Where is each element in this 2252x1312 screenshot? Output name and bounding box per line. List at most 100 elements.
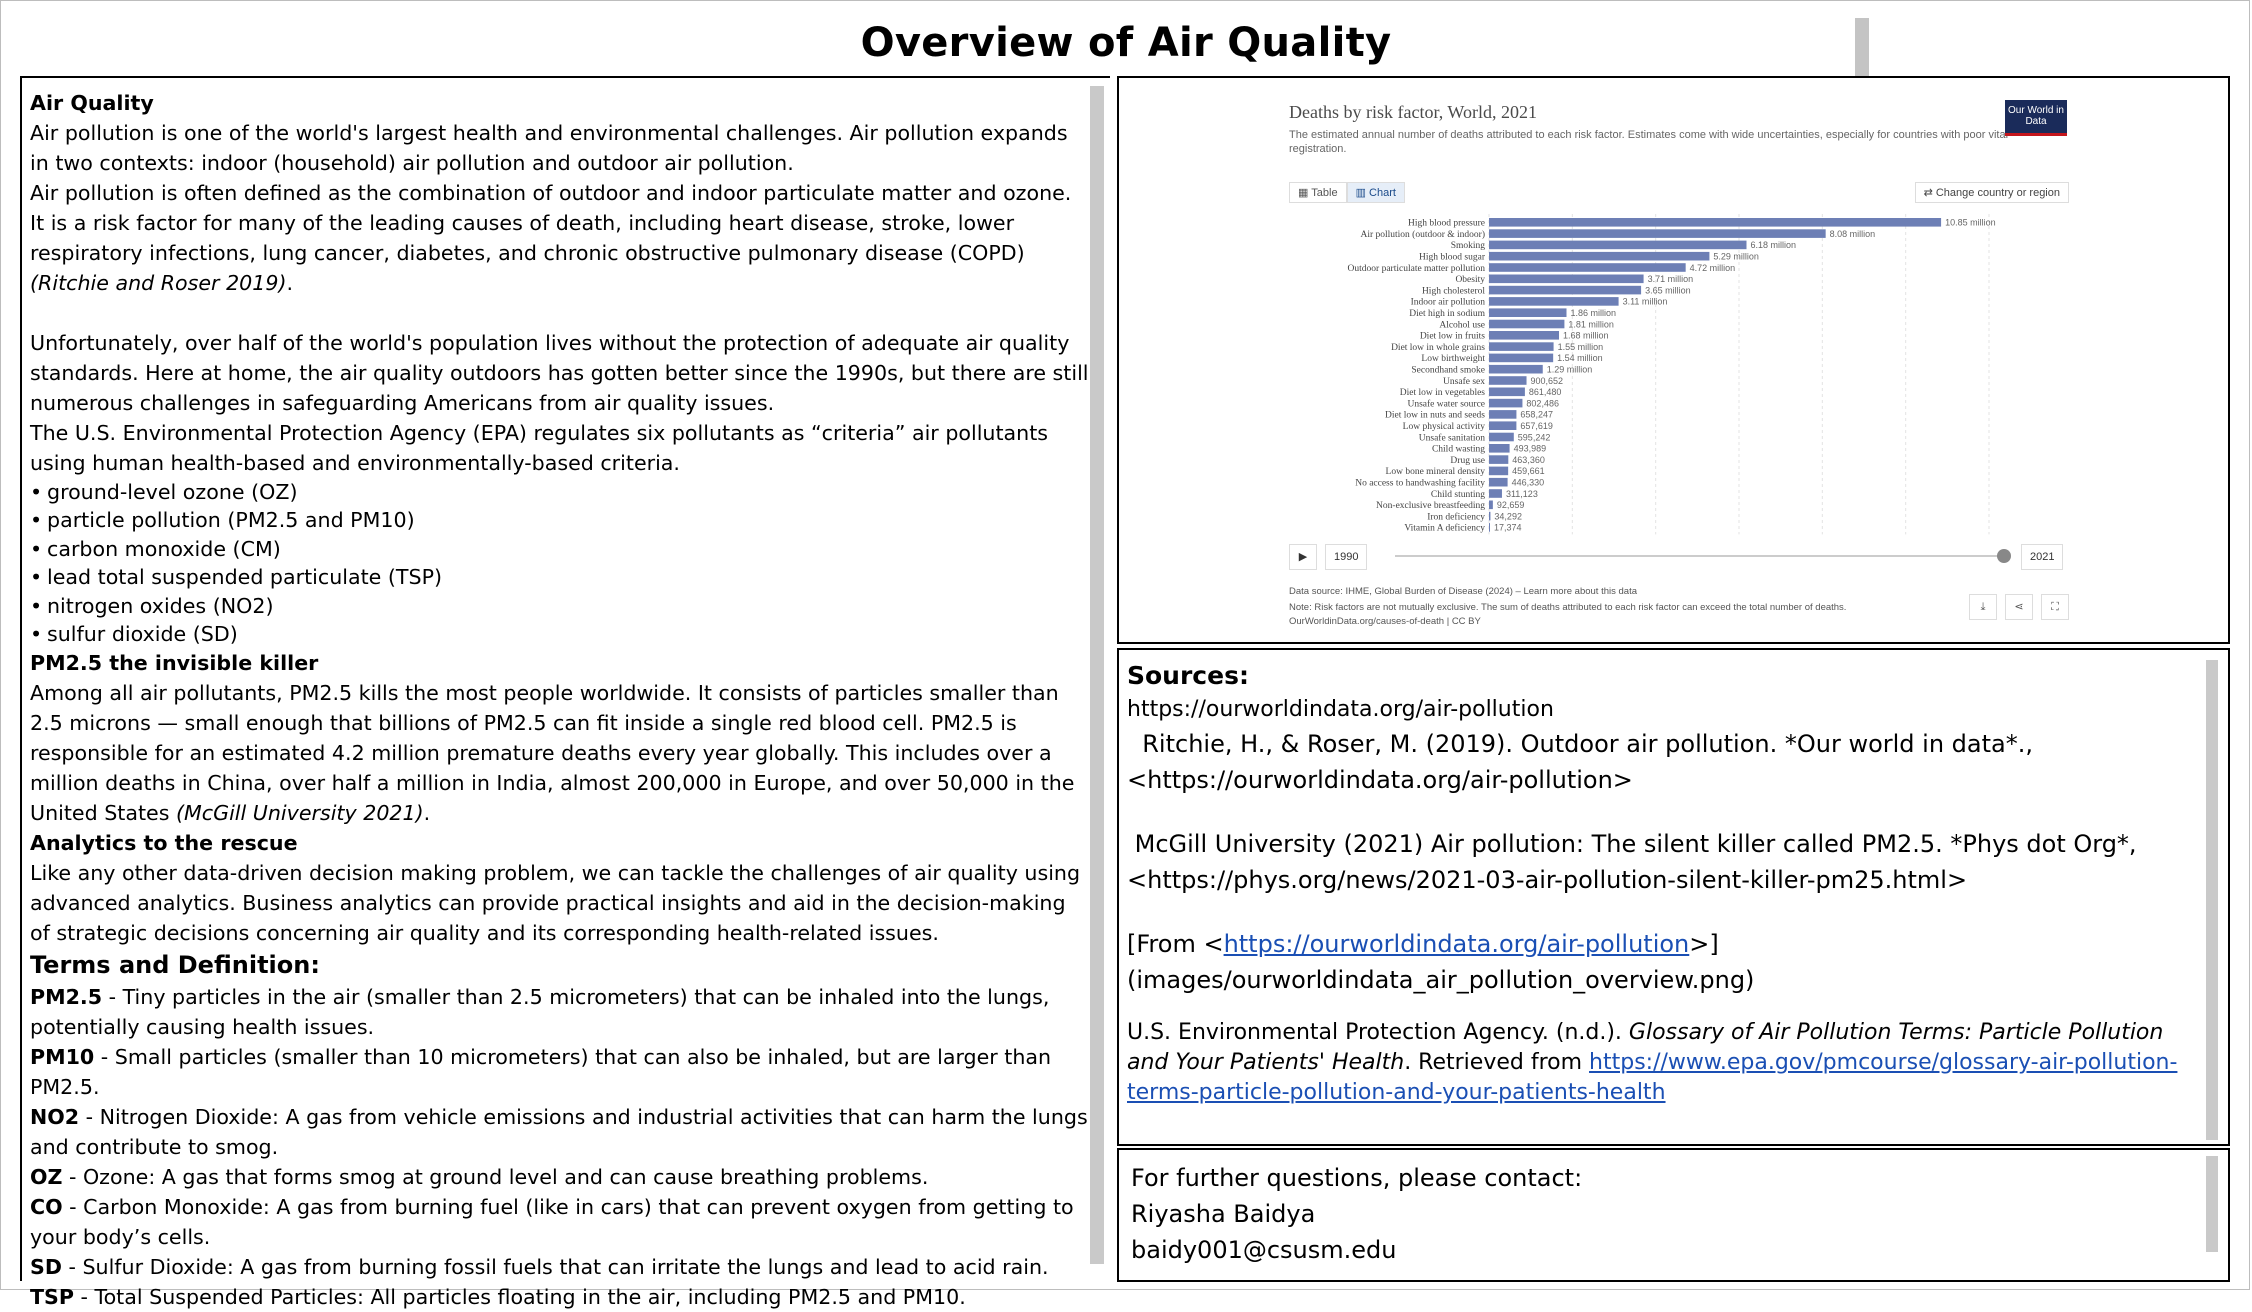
timeline-track[interactable] [1395,555,2005,557]
bar-category-label: Unsafe water source [1407,398,1485,409]
contact-email[interactable]: baidy001@csusm.edu [1131,1236,1397,1264]
bar[interactable] [1489,410,1517,419]
bar-category-label: Unsafe sanitation [1419,432,1485,443]
paragraph-standards: Unfortunately, over half of the world's … [30,331,1089,415]
timeline-start-year[interactable]: 1990 [1325,544,1368,570]
bar[interactable] [1489,466,1509,476]
term-definition: PM2.5 - Tiny particles in the air (small… [30,982,1090,1042]
title-scrollbar[interactable] [1855,18,1869,84]
bar-value-label: 493,989 [1514,444,1547,454]
bar-category-label: Low bone mineral density [1386,467,1486,477]
pollutant-label: sulfur dioxide (SD) [47,622,238,647]
term-definition: SD - Sulfur Dioxide: A gas from burning … [30,1252,1090,1282]
bar[interactable] [1489,331,1559,340]
bar[interactable] [1489,477,1508,487]
bar[interactable] [1489,376,1527,385]
owid-link[interactable]: https://ourworldindata.org/air-pollution [1223,930,1690,958]
bar[interactable] [1489,398,1523,408]
chart-image-panel: Deaths by risk factor, World, 2021 The e… [1117,76,2230,644]
bar[interactable] [1489,489,1502,498]
timeline-end-year[interactable]: 2021 [2021,544,2064,570]
pollutant-label: nitrogen oxides (NO2) [47,593,274,618]
share-icon[interactable]: ⋖ [2005,594,2033,620]
bar[interactable] [1489,432,1514,442]
bar-chart: High blood pressure 10.85 million Air poll… [1348,214,1996,535]
tab-chart-label: Chart [1369,187,1396,199]
change-country-button[interactable]: ⇄ Change country or region [1914,182,2069,203]
reference-mcgill-line1: McGill University (2021) Air pollution: … [1127,830,2137,858]
bar-category-label: Diet low in whole grains [1391,343,1485,353]
image-path: (images/ourworldindata_air_pollution_ove… [1127,966,1755,994]
pollutant-label: ground-level ozone (OZ) [47,480,298,504]
owid-chart: Deaths by risk factor, World, 2021 The e… [1289,92,2069,632]
bar-category-label: Air pollution (outdoor & indoor) [1360,229,1485,240]
bar-category-label: Smoking [1451,241,1486,251]
bar[interactable] [1489,364,1543,374]
pollutant-item: • nitrogen oxides (NO2) [30,592,1090,620]
bar[interactable] [1489,353,1554,363]
bar-category-label: High cholesterol [1422,286,1485,296]
bar-value-label: 463,360 [1512,455,1545,465]
air-quality-text-content: Air Quality Air pollution is one of the … [30,88,1090,1312]
bar[interactable] [1489,263,1686,272]
bar-value-label: 311,123 [1506,489,1538,499]
bar[interactable] [1489,387,1525,397]
bar[interactable] [1489,285,1642,295]
bar[interactable] [1489,251,1710,261]
bar-category-label: Alcohol use [1439,320,1485,330]
term-name: SD [30,1255,62,1280]
bar-category-label: Child wasting [1432,445,1485,455]
bar[interactable] [1489,523,1490,532]
bar[interactable] [1489,218,1942,227]
bar[interactable] [1489,308,1567,317]
bar-value-label: 1.86 million [1571,308,1617,318]
bar-value-label: 446,330 [1512,478,1545,488]
bar[interactable] [1489,297,1619,306]
heading-pm25: PM2.5 the invisible killer [30,651,319,676]
bullet-icon: • [30,508,43,533]
bar[interactable] [1489,511,1491,521]
download-icon[interactable]: ⤓ [1969,594,1997,620]
bar-value-label: 92,659 [1497,500,1525,510]
contact-name: Riyasha Baidya [1131,1200,1316,1228]
bar[interactable] [1489,500,1493,510]
bar-value-label: 900,652 [1531,376,1564,386]
term-name: PM2.5 [30,985,103,1010]
tab-chart[interactable]: ▥ Chart [1346,182,1405,203]
bar[interactable] [1489,229,1826,238]
bar[interactable] [1489,240,1747,250]
sources-heading: Sources: [1127,661,1249,690]
bar[interactable] [1489,421,1517,430]
contact-scrollbar[interactable] [2206,1156,2218,1252]
term-definition: PM10 - Small particles (smaller than 10 … [30,1042,1090,1102]
bar-value-label: 3.65 million [1645,285,1691,295]
from-suffix: >] [1689,930,1719,958]
timeline-handle[interactable] [1997,549,2011,563]
paragraph-definition: Air pollution is often defined as the co… [30,178,1090,298]
left-panel-scrollbar[interactable] [1090,86,1104,1264]
contact-intro: For further questions, please contact: [1131,1164,1583,1192]
reference-mcgill-line2: <https://phys.org/news/2021-03-air-pollu… [1127,866,1968,894]
term-description: - Tiny particles in the air (smaller tha… [30,985,1050,1040]
citation-ritchie: (Ritchie and Roser 2019) [30,271,287,295]
epa-link[interactable]: https://www.epa.gov/pmcourse/glossary-ai… [1127,1050,2178,1105]
bar-value-label: 1.29 million [1547,365,1593,375]
term-description: - Ozone: A gas that forms smog at ground… [62,1165,929,1190]
bar[interactable] [1489,274,1644,284]
bar-value-label: 17,374 [1494,523,1522,533]
bar-value-label: 8.08 million [1830,229,1876,239]
change-country-label: Change country or region [1935,187,2060,199]
contact-content: For further questions, please contact: R… [1131,1160,1582,1268]
bar[interactable] [1489,342,1554,351]
reference-ritchie-line1: Ritchie, H., & Roser, M. (2019). Outdoor… [1127,730,2033,758]
bar[interactable] [1489,444,1510,453]
play-icon[interactable]: ▶ [1289,544,1317,570]
paragraph-epa: The U.S. Environmental Protection Agency… [30,421,1049,475]
paragraph-intro: Air pollution is one of the world's larg… [30,121,1068,175]
bar[interactable] [1489,319,1565,329]
fullscreen-icon[interactable]: ⛶ [2041,594,2069,620]
bar[interactable] [1489,455,1509,464]
paragraph-pm25: Among all air pollutants, PM2.5 kills th… [30,678,1090,828]
tab-table[interactable]: ▦ Table [1289,182,1347,203]
sources-scrollbar[interactable] [2206,660,2218,1140]
